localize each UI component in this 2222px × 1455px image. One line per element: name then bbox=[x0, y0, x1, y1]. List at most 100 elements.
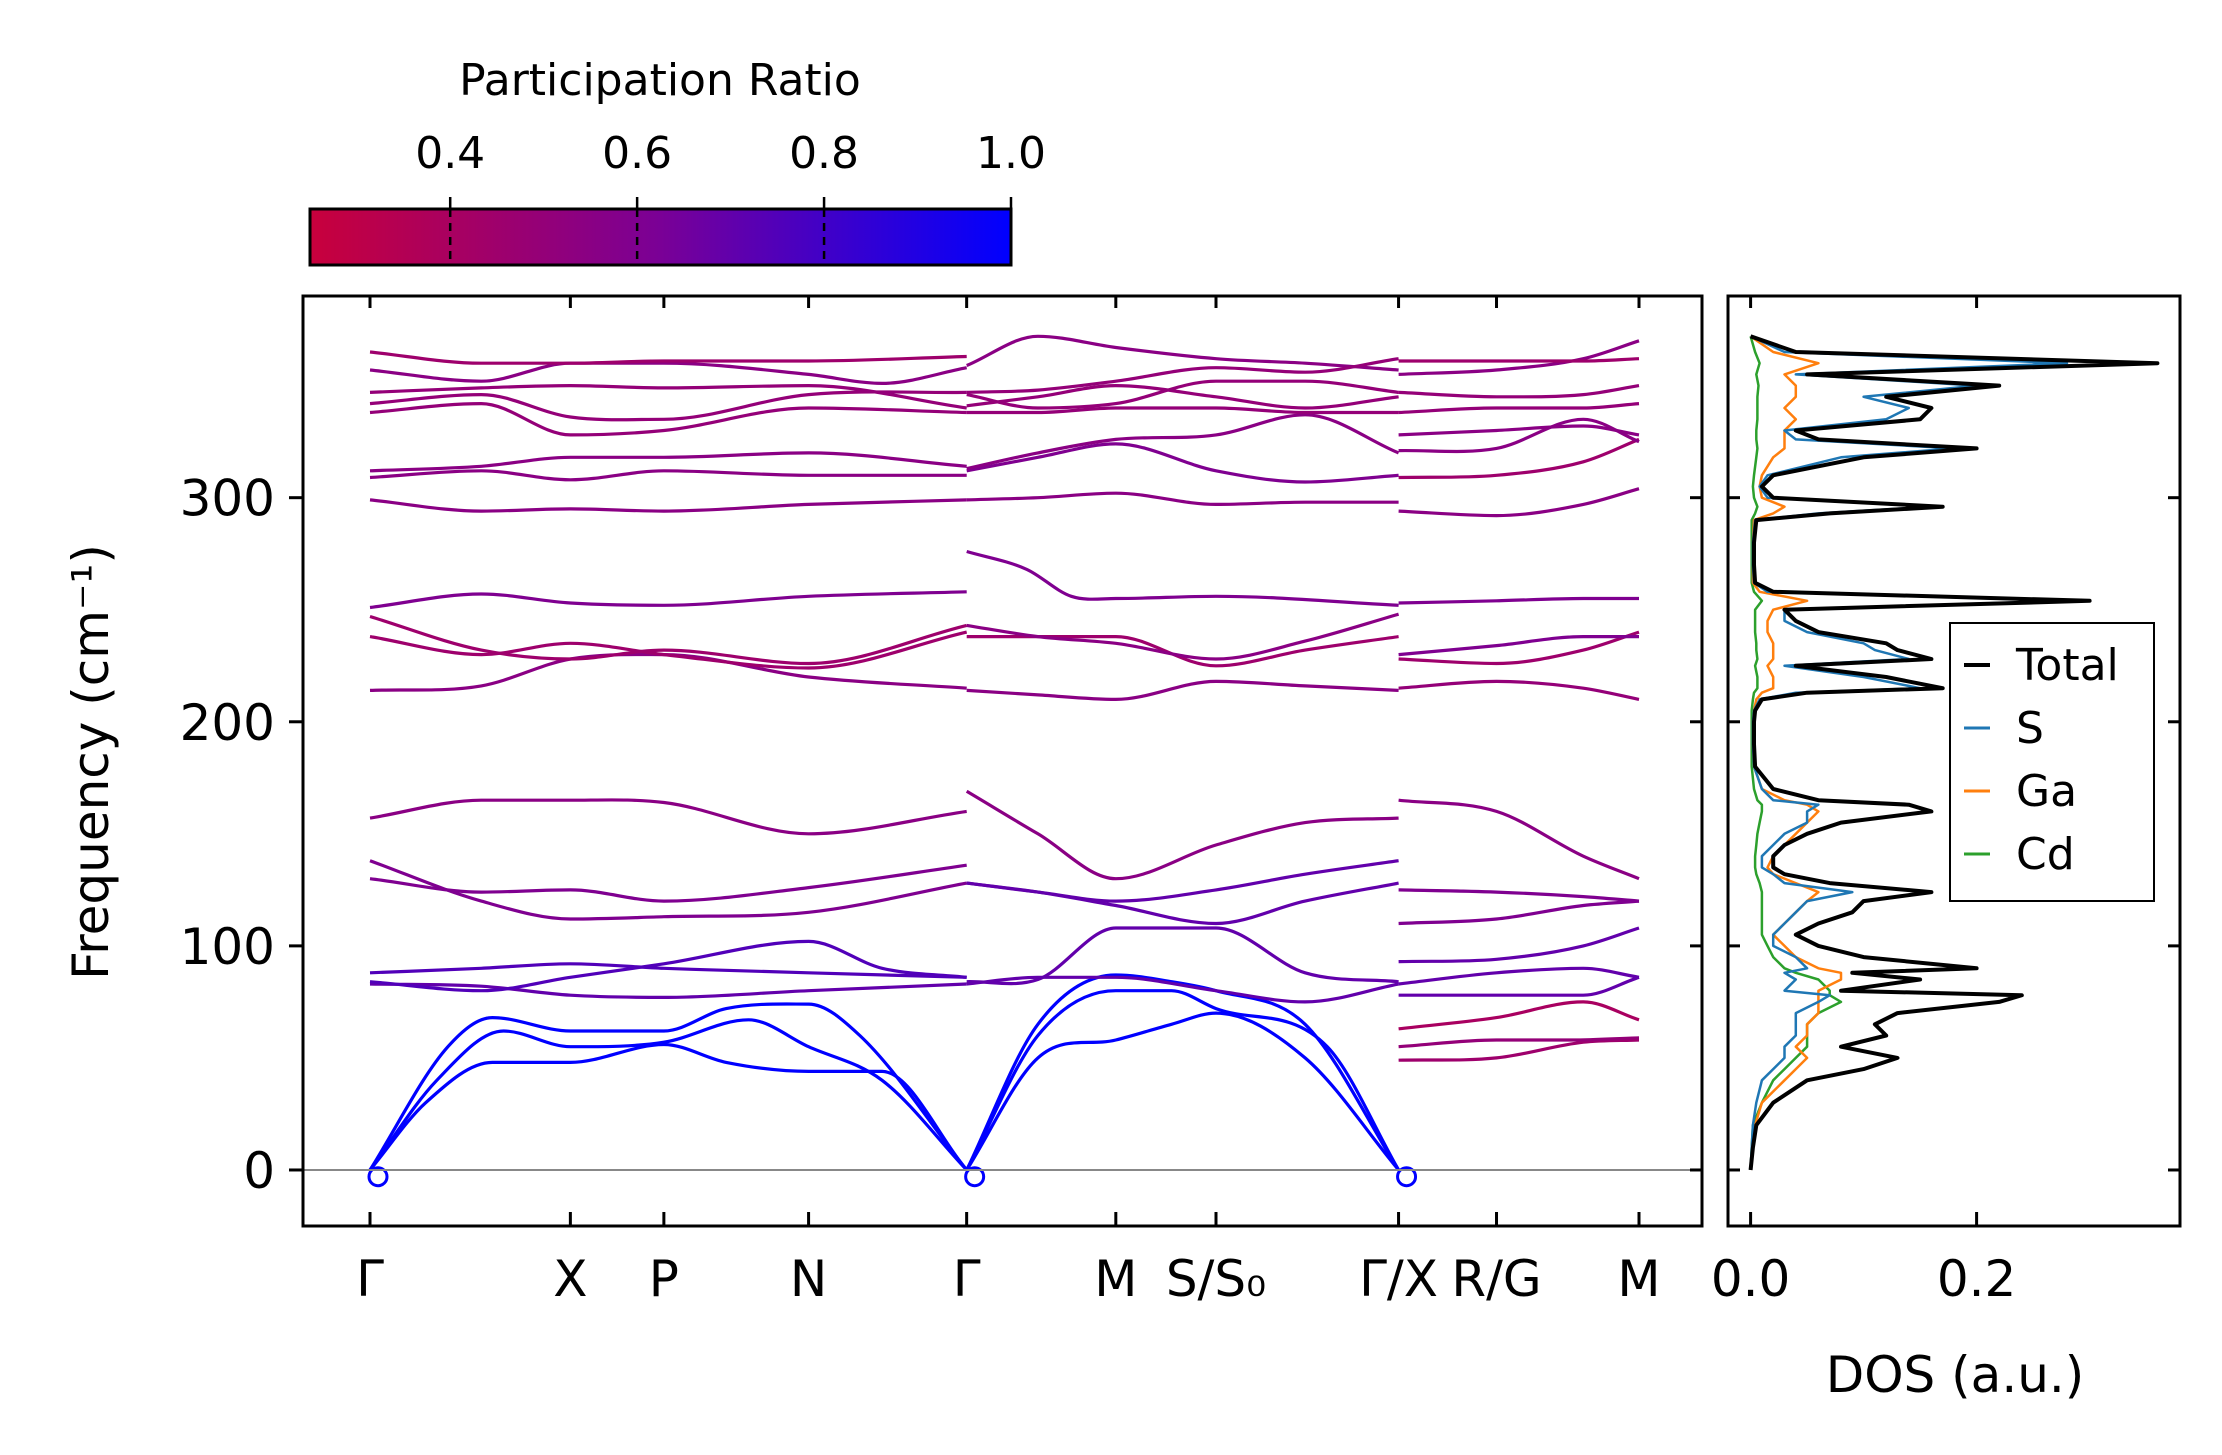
band-band-62 bbox=[1398, 357, 1640, 363]
band-band-7 bbox=[369, 982, 967, 999]
colorbar: Participation Ratio 0.4 0.6 0.8 1.0 bbox=[308, 55, 1046, 267]
colorbar-title: Participation Ratio bbox=[459, 55, 861, 106]
band-band-61 bbox=[1398, 339, 1640, 376]
band-band-36 bbox=[966, 413, 1400, 471]
legend-label-cd: Cd bbox=[2016, 829, 2075, 880]
band-band-40 bbox=[966, 334, 1399, 372]
band-structure-panel: 0 100 200 300 Γ X P N Γ M S/S₀ Γ/X R/G M Frequency (c… bbox=[62, 294, 1704, 1308]
y-tick-label: 100 bbox=[180, 918, 275, 976]
band-band-20 bbox=[369, 402, 967, 437]
band-band-18 bbox=[369, 469, 967, 482]
band-band-45 bbox=[1398, 975, 1640, 997]
dos-line-total bbox=[1748, 334, 2160, 1171]
band-band-23 bbox=[369, 361, 967, 385]
k-point-label: S/S₀ bbox=[1166, 1250, 1266, 1308]
k-point-label: P bbox=[649, 1250, 679, 1308]
band-acoustic-4 bbox=[965, 1011, 1400, 1172]
band-band-30 bbox=[966, 679, 1399, 701]
band-band-34 bbox=[966, 491, 1399, 506]
band-band-8 bbox=[369, 939, 967, 993]
band-band-50 bbox=[1398, 798, 1640, 881]
band-band-10 bbox=[369, 863, 967, 903]
band-band-46 bbox=[1398, 966, 1640, 986]
k-point-label: R/G bbox=[1451, 1250, 1541, 1308]
k-point-label: Γ bbox=[953, 1250, 981, 1308]
dos-x-tick-label: 0.2 bbox=[1937, 1250, 2017, 1308]
band-band-38 bbox=[966, 384, 1399, 410]
band-band-13 bbox=[369, 652, 967, 692]
band-band-53 bbox=[1398, 634, 1639, 657]
band-band-60 bbox=[1398, 384, 1640, 399]
band-band-56 bbox=[1398, 437, 1640, 480]
y-tick-label: 200 bbox=[180, 694, 275, 752]
band-band-16 bbox=[369, 590, 967, 610]
band-band-47 bbox=[1398, 926, 1640, 964]
band-band-9 bbox=[369, 962, 967, 979]
band-band-55 bbox=[1398, 487, 1640, 518]
band-band-54 bbox=[1398, 596, 1639, 605]
band-band-17 bbox=[369, 498, 967, 513]
y-tick-label: 0 bbox=[243, 1142, 275, 1200]
band-band-31 bbox=[966, 634, 1399, 668]
band-band-22 bbox=[369, 384, 967, 410]
band-band-26 bbox=[966, 926, 1399, 986]
dos-x-axis-label: DOS (a.u.) bbox=[1826, 1346, 2085, 1404]
band-band-49 bbox=[1398, 888, 1640, 903]
band-band-32 bbox=[966, 612, 1400, 661]
band-band-28 bbox=[966, 859, 1399, 903]
colorbar-tick-label: 1.0 bbox=[976, 128, 1046, 179]
gamma-dip bbox=[367, 1166, 389, 1188]
band-band-21 bbox=[369, 390, 967, 422]
band-band-15 bbox=[369, 614, 968, 666]
k-point-label: Γ bbox=[356, 1250, 384, 1308]
band-band-39 bbox=[966, 379, 1399, 410]
k-point-label: M bbox=[1617, 1250, 1660, 1308]
band-acoustic-3 bbox=[368, 1002, 968, 1171]
dos-lines bbox=[1748, 334, 2160, 1171]
band-band-19 bbox=[369, 451, 967, 473]
band-band-48 bbox=[1398, 899, 1640, 926]
k-point-label: Γ/X bbox=[1359, 1250, 1438, 1308]
dos-legend: Total S Ga Cd bbox=[1949, 622, 2155, 902]
legend-label-ga: Ga bbox=[2016, 766, 2077, 817]
band-band-57 bbox=[1398, 417, 1640, 454]
band-band-42 bbox=[1398, 1038, 1640, 1062]
dos-frame bbox=[1726, 294, 2182, 1228]
dos-panel: 0.0 0.2 DOS (a.u.) Total S Ga Cd bbox=[1711, 294, 2182, 1404]
gamma-dip bbox=[964, 1166, 986, 1188]
dos-axes: 0.0 0.2 bbox=[1711, 296, 2180, 1308]
band-band-44 bbox=[1398, 1000, 1640, 1031]
band-band-24 bbox=[369, 350, 967, 365]
band-band-52 bbox=[1398, 630, 1640, 666]
gamma-dip bbox=[1396, 1166, 1418, 1188]
band-acoustic-2 bbox=[368, 1018, 968, 1172]
band-band-25 bbox=[966, 975, 1399, 1004]
band-lines bbox=[367, 334, 1640, 1188]
dos-x-tick-label: 0.0 bbox=[1711, 1250, 1791, 1308]
band-band-33 bbox=[966, 549, 1399, 607]
band-band-27 bbox=[966, 881, 1399, 926]
band-band-37 bbox=[966, 406, 1399, 415]
band-band-58 bbox=[1398, 424, 1640, 437]
band-band-59 bbox=[1398, 402, 1640, 415]
y-axis-label: Frequency (cm⁻¹) bbox=[62, 544, 120, 980]
k-point-label: N bbox=[790, 1250, 827, 1308]
band-band-29 bbox=[965, 789, 1399, 881]
band-acoustic-1 bbox=[368, 1042, 968, 1172]
band-band-43 bbox=[1398, 1036, 1640, 1049]
band-band-12 bbox=[369, 798, 967, 836]
colorbar-tick-label: 0.8 bbox=[789, 128, 859, 179]
band-band-35 bbox=[966, 442, 1399, 484]
band-acoustic-5 bbox=[965, 973, 1400, 1171]
legend-label-s: S bbox=[2016, 703, 2044, 754]
legend-label-total: Total bbox=[2015, 640, 2119, 691]
colorbar-gradient bbox=[308, 207, 1013, 267]
k-point-label: M bbox=[1094, 1250, 1137, 1308]
band-acoustic-6 bbox=[965, 989, 1400, 1171]
band-axes: 0 100 200 300 Γ X P N Γ M S/S₀ Γ/X R/G M bbox=[180, 296, 1702, 1308]
k-point-label: X bbox=[553, 1250, 587, 1308]
colorbar-ticks: 0.4 0.6 0.8 1.0 bbox=[415, 128, 1046, 265]
band-band-41 bbox=[966, 357, 1399, 394]
colorbar-tick-label: 0.6 bbox=[602, 128, 672, 179]
